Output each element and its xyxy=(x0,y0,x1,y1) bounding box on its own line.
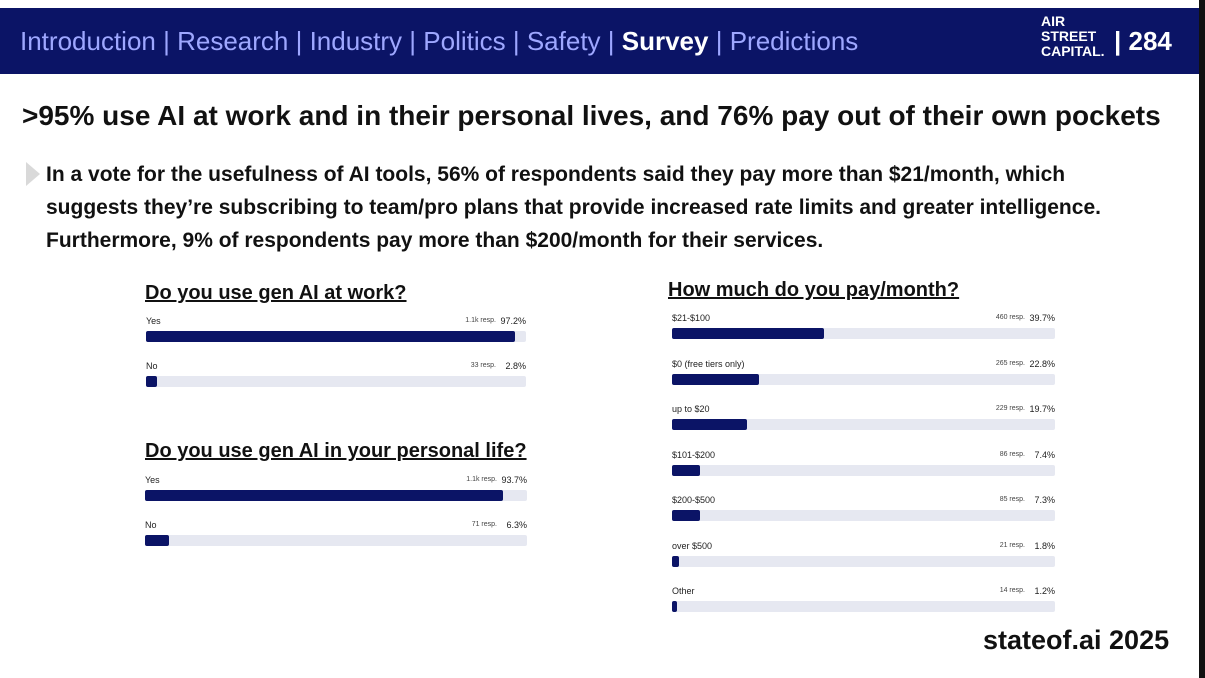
bar-track xyxy=(146,376,526,387)
bar xyxy=(672,419,748,430)
response-count: 14 resp. xyxy=(999,587,1025,594)
category-label: $21-$100 xyxy=(672,313,711,323)
footer-source: stateof.ai 2025 xyxy=(983,625,1170,655)
bar xyxy=(672,373,760,385)
bar-row: $21-$100 460 resp. 39.7% xyxy=(672,313,1055,341)
bar-row: over $500 21 resp. 1.8% xyxy=(672,541,1055,569)
bar xyxy=(145,490,503,501)
bar-track xyxy=(145,490,527,501)
slide-title: >95% use AI at work and in their persona… xyxy=(22,100,1161,131)
bar xyxy=(672,464,701,476)
category-label: Yes xyxy=(145,475,160,485)
section-nav: Introduction | Research | Industry | Pol… xyxy=(20,23,858,59)
value-label: 22.8% xyxy=(1029,358,1055,369)
nav-separator: | xyxy=(505,26,527,56)
logo-line: AIR xyxy=(1041,13,1066,29)
bar xyxy=(145,535,170,546)
bar-row: No 71 resp. 6.3% xyxy=(145,520,527,548)
bar-row: $101-$200 86 resp. 7.4% xyxy=(672,450,1055,478)
category-label: $101-$200 xyxy=(672,449,716,460)
response-count: 1.1k resp. xyxy=(466,476,497,483)
response-count: 460 resp. xyxy=(995,314,1025,321)
bar xyxy=(672,328,825,339)
response-count: 33 resp. xyxy=(470,362,496,369)
bar-row: $200-$500 85 resp. 7.3% xyxy=(672,495,1055,523)
nav-separator: | xyxy=(288,26,310,56)
category-label: Yes xyxy=(146,316,161,326)
header-bar: Introduction | Research | Industry | Pol… xyxy=(0,8,1199,74)
right-edge-border xyxy=(1199,0,1205,678)
chart-title: How much do you pay/month? xyxy=(668,279,960,301)
value-label: 1.8% xyxy=(1034,540,1055,551)
page-number: | 284 xyxy=(1114,26,1172,56)
nav-item-predictions[interactable]: Predictions xyxy=(729,26,859,56)
category-label: up to $20 xyxy=(672,404,710,414)
value-label: 19.7% xyxy=(1029,404,1055,414)
bar-track xyxy=(146,331,526,342)
category-label: No xyxy=(146,361,158,371)
response-count: 86 resp. xyxy=(999,450,1025,458)
nav-item-introduction[interactable]: Introduction xyxy=(20,26,156,56)
nav-separator: | xyxy=(402,26,424,56)
category-label: No xyxy=(145,520,157,530)
bar-row: $0 (free tiers only) 265 resp. 22.8% xyxy=(672,359,1055,387)
bar xyxy=(146,376,157,387)
bar-track xyxy=(672,601,1055,612)
category-label: Other xyxy=(672,586,695,596)
bar-row: up to $20 229 resp. 19.7% xyxy=(672,404,1055,432)
nav-item-research[interactable]: Research xyxy=(177,26,289,56)
response-count: 265 resp. xyxy=(995,359,1025,367)
response-count: 229 resp. xyxy=(995,405,1025,412)
bar-track xyxy=(672,419,1055,430)
bar-track xyxy=(672,555,1055,567)
bullet-arrow-icon xyxy=(26,162,40,186)
bar-track xyxy=(672,510,1055,521)
nav-item-politics[interactable]: Politics xyxy=(423,26,506,56)
value-label: 93.7% xyxy=(501,475,527,485)
value-label: 7.4% xyxy=(1034,449,1055,460)
bar xyxy=(146,331,516,342)
response-count: 1.1k resp. xyxy=(465,317,496,324)
body-paragraph: In a vote for the usefulness of AI tools… xyxy=(46,163,1101,252)
bar xyxy=(672,510,700,521)
air-street-capital-logo: AIR STREET CAPITAL. xyxy=(1041,14,1111,59)
bar-track xyxy=(672,464,1055,476)
category-label: over $500 xyxy=(672,540,713,551)
bar-row: Other 14 resp. 1.2% xyxy=(672,586,1055,614)
bar-track xyxy=(672,373,1055,385)
nav-item-survey[interactable]: Survey xyxy=(621,26,709,56)
bar xyxy=(672,555,679,567)
nav-separator: | xyxy=(155,26,178,56)
nav-item-safety[interactable]: Safety xyxy=(526,26,601,56)
value-label: 2.8% xyxy=(505,361,526,371)
bar-row: No 33 resp. 2.8% xyxy=(146,361,526,389)
response-count: 21 resp. xyxy=(999,541,1025,549)
chart-title: Do you use gen AI at work? xyxy=(145,282,407,304)
bar-row: Yes 1.1k resp. 93.7% xyxy=(145,475,527,503)
bar-row: Yes 1.1k resp. 97.2% xyxy=(146,316,526,344)
bar-track xyxy=(672,328,1055,339)
category-label: $0 (free tiers only) xyxy=(672,358,745,369)
logo-line: CAPITAL. xyxy=(1041,43,1105,59)
bar-track xyxy=(145,535,527,546)
nav-item-industry[interactable]: Industry xyxy=(309,26,403,56)
value-label: 1.2% xyxy=(1034,586,1055,596)
nav-separator: | xyxy=(708,26,730,56)
value-label: 6.3% xyxy=(506,520,527,530)
response-count: 85 resp. xyxy=(999,496,1025,503)
category-label: $200-$500 xyxy=(672,495,716,505)
response-count: 71 resp. xyxy=(471,521,497,528)
logo-line: STREET xyxy=(1041,28,1097,44)
value-label: 39.7% xyxy=(1029,313,1055,323)
chart-title: Do you use gen AI in your personal life? xyxy=(145,440,527,462)
bar xyxy=(672,601,677,612)
value-label: 97.2% xyxy=(500,316,526,326)
nav-separator: | xyxy=(600,26,622,56)
value-label: 7.3% xyxy=(1034,495,1055,505)
